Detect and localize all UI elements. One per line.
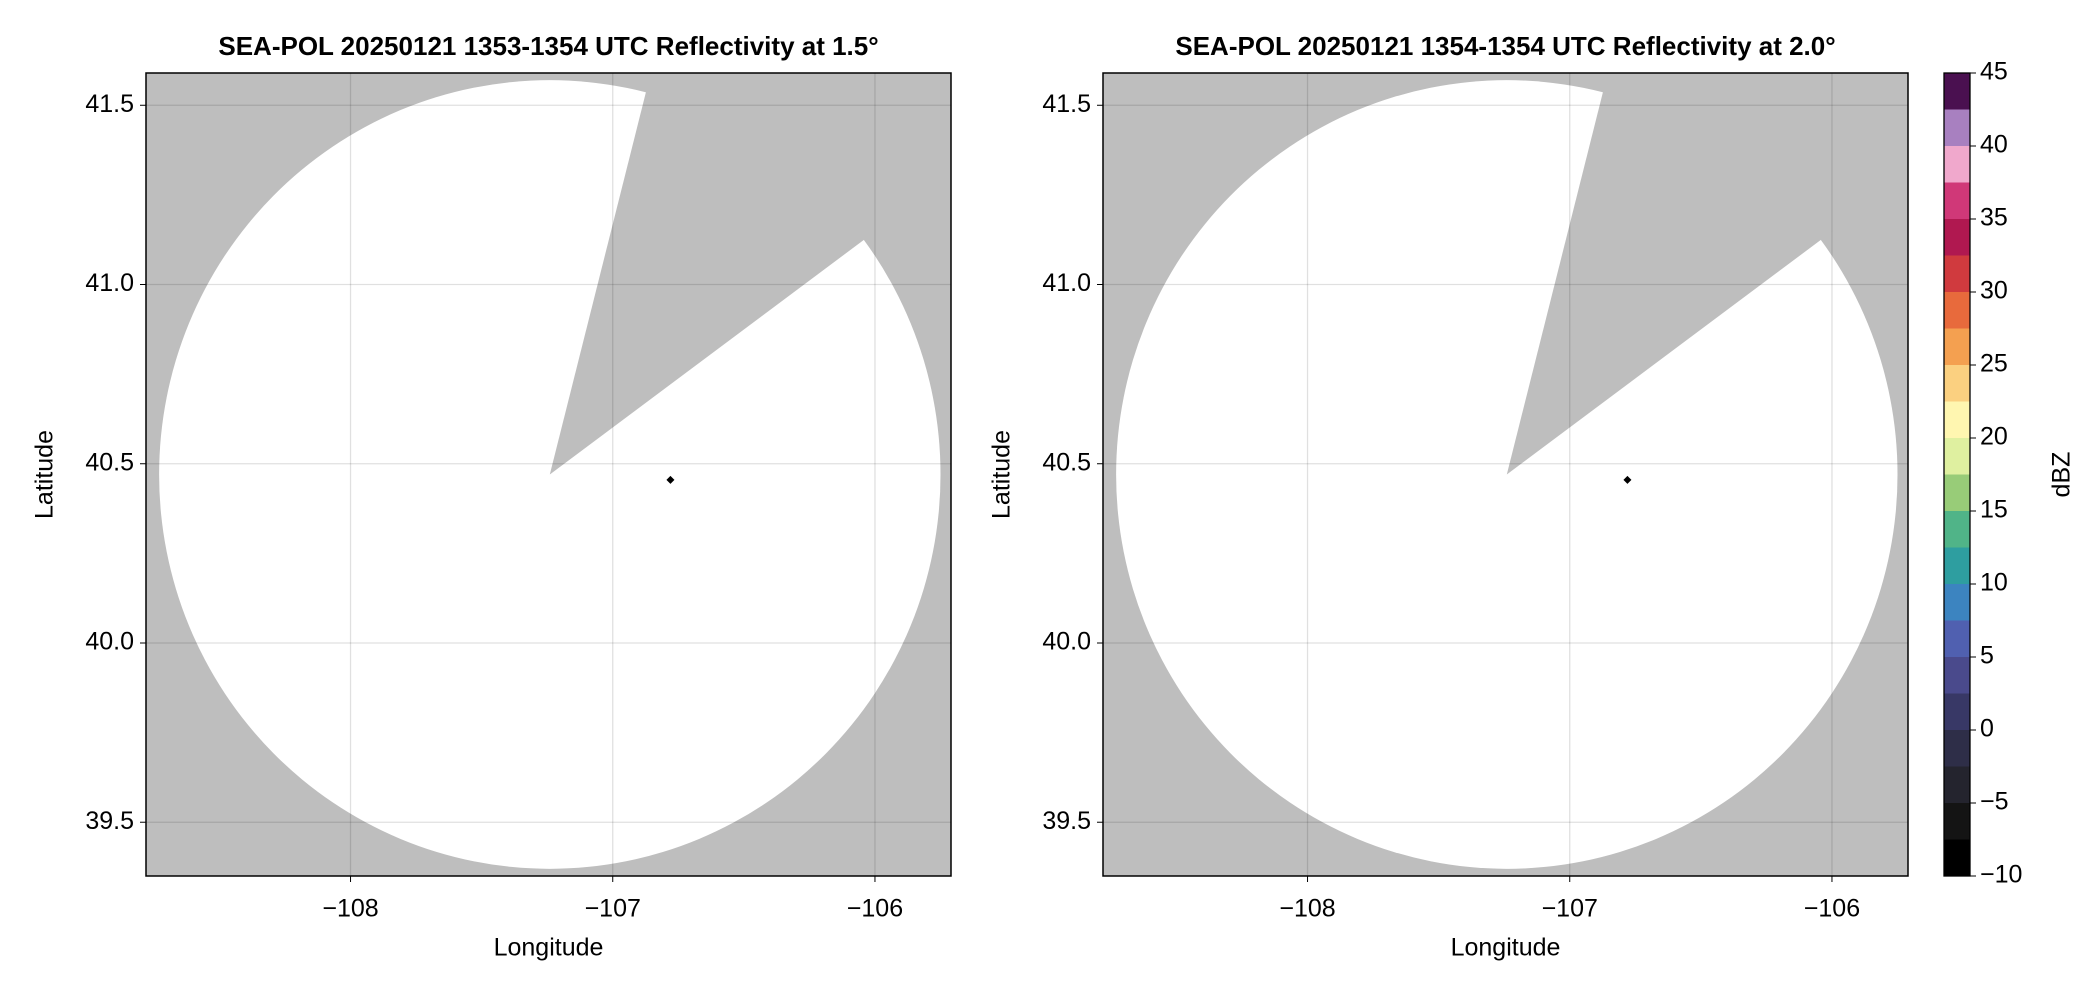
y-axis-label: Latitude xyxy=(988,430,1016,519)
y-tick-label: 39.5 xyxy=(85,807,134,835)
marker xyxy=(1623,475,1632,484)
colorbar-band xyxy=(1944,292,1970,329)
colorbar-tick-label: 35 xyxy=(1980,204,2008,232)
colorbar-band xyxy=(1944,839,1970,876)
y-tick-label: 40.5 xyxy=(85,448,134,476)
colorbar-band xyxy=(1944,182,1970,219)
colorbar-band xyxy=(1944,146,1970,183)
colorbar-tick-label: 15 xyxy=(1980,496,2008,524)
colorbar-band xyxy=(1944,511,1970,548)
plot-area xyxy=(1103,73,1908,876)
x-axis-label: Longitude xyxy=(1451,934,1561,962)
x-axis-label: Longitude xyxy=(494,934,604,962)
y-axis-label: Latitude xyxy=(31,430,59,519)
y-tick-label: 41.5 xyxy=(1042,90,1091,118)
y-tick-label: 41.0 xyxy=(85,269,134,297)
colorbar-band xyxy=(1944,219,1970,256)
colorbar-band xyxy=(1944,438,1970,475)
chart-title: SEA-POL 20250121 1353-1354 UTC Reflectiv… xyxy=(218,31,878,61)
plot-frame xyxy=(145,72,952,877)
colorbar-band xyxy=(1944,255,1970,292)
colorbar-band xyxy=(1944,584,1970,621)
colorbar-band xyxy=(1944,547,1970,584)
data-gap xyxy=(1506,73,1908,475)
colorbar-tick-label: 45 xyxy=(1980,58,2008,86)
x-tick-label: −106 xyxy=(1804,895,1860,923)
chart-title: SEA-POL 20250121 1354-1354 UTC Reflectiv… xyxy=(1175,31,1835,61)
colorbar-tick-label: 20 xyxy=(1980,423,2008,451)
colorbar-band xyxy=(1944,365,1970,402)
colorbar-tick-label: −5 xyxy=(1980,788,2009,816)
x-tick-label: −108 xyxy=(322,895,378,923)
marker xyxy=(666,475,675,484)
y-tick-label: 40.0 xyxy=(85,628,134,656)
colorbar-tick-label: 30 xyxy=(1980,277,2008,305)
colorbar-band xyxy=(1944,766,1970,803)
colorbar-tick-label: 5 xyxy=(1980,642,1994,670)
plot-frame xyxy=(1102,72,1909,877)
y-tick-label: 40.5 xyxy=(1042,448,1091,476)
y-tick-label: 41.0 xyxy=(1042,269,1091,297)
colorbar-tick-label: 40 xyxy=(1980,131,2008,159)
colorbar-band xyxy=(1944,620,1970,657)
y-tick-label: 39.5 xyxy=(1042,807,1091,835)
colorbar-band xyxy=(1944,474,1970,511)
x-tick-label: −107 xyxy=(1542,895,1598,923)
y-tick-label: 40.0 xyxy=(1042,628,1091,656)
plot-area xyxy=(146,73,951,876)
colorbar-band xyxy=(1944,73,1970,110)
colorbar-band xyxy=(1944,693,1970,730)
colorbar-tick-label: 0 xyxy=(1980,715,1994,743)
colorbar-band xyxy=(1944,657,1970,694)
colorbar-band xyxy=(1944,803,1970,840)
x-tick-label: −107 xyxy=(585,895,641,923)
colorbar-tick-label: 25 xyxy=(1980,350,2008,378)
colorbar-band xyxy=(1944,109,1970,146)
colorbar-band xyxy=(1944,730,1970,767)
colorbar-band xyxy=(1944,328,1970,365)
x-tick-label: −108 xyxy=(1279,895,1335,923)
colorbar-tick-label: −10 xyxy=(1980,861,2022,889)
data-gap xyxy=(549,73,951,475)
colorbar-frame xyxy=(1943,72,1971,877)
colorbar-tick-label: 10 xyxy=(1980,569,2008,597)
colorbar-band xyxy=(1944,401,1970,438)
y-tick-label: 41.5 xyxy=(85,90,134,118)
x-tick-label: −106 xyxy=(847,895,903,923)
colorbar-label: dBZ xyxy=(2048,452,2076,498)
